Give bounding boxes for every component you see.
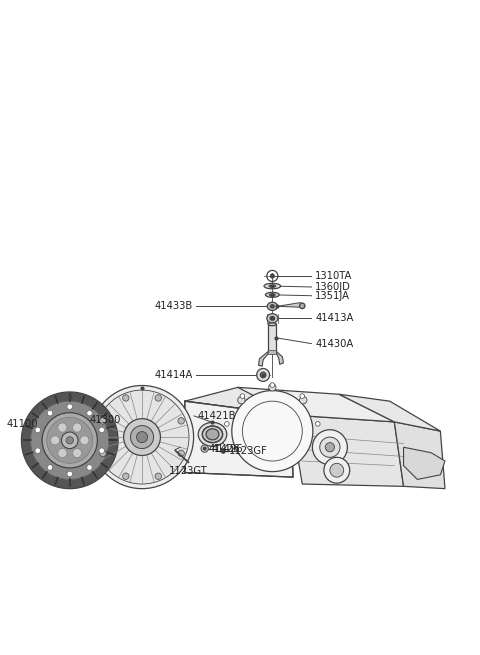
Circle shape bbox=[61, 432, 78, 449]
Circle shape bbox=[269, 384, 276, 391]
Circle shape bbox=[325, 443, 335, 452]
Ellipse shape bbox=[264, 284, 281, 289]
Circle shape bbox=[47, 465, 53, 470]
Ellipse shape bbox=[203, 426, 223, 443]
Circle shape bbox=[270, 383, 275, 387]
Circle shape bbox=[238, 396, 245, 404]
Ellipse shape bbox=[270, 294, 275, 295]
Polygon shape bbox=[277, 303, 302, 308]
Circle shape bbox=[300, 396, 307, 404]
FancyBboxPatch shape bbox=[268, 324, 276, 352]
Text: 1123GT: 1123GT bbox=[169, 466, 207, 476]
Circle shape bbox=[315, 422, 320, 426]
Circle shape bbox=[225, 422, 229, 426]
Circle shape bbox=[300, 394, 304, 398]
Circle shape bbox=[300, 303, 305, 309]
Circle shape bbox=[201, 445, 208, 452]
Circle shape bbox=[72, 423, 82, 432]
FancyBboxPatch shape bbox=[203, 426, 223, 443]
Polygon shape bbox=[339, 394, 440, 431]
Text: 1310TA: 1310TA bbox=[315, 271, 352, 281]
Circle shape bbox=[324, 457, 350, 483]
Polygon shape bbox=[291, 415, 404, 487]
Circle shape bbox=[122, 473, 129, 479]
Circle shape bbox=[155, 395, 161, 401]
Circle shape bbox=[22, 392, 118, 489]
Circle shape bbox=[42, 413, 97, 468]
Polygon shape bbox=[395, 422, 445, 489]
Ellipse shape bbox=[265, 292, 279, 297]
Circle shape bbox=[58, 423, 67, 432]
Circle shape bbox=[260, 372, 266, 378]
Circle shape bbox=[330, 463, 344, 477]
Text: 41426: 41426 bbox=[208, 443, 240, 454]
Circle shape bbox=[178, 450, 184, 457]
Circle shape bbox=[320, 437, 340, 457]
Circle shape bbox=[80, 436, 89, 445]
Circle shape bbox=[87, 465, 92, 470]
Ellipse shape bbox=[268, 323, 276, 326]
Ellipse shape bbox=[271, 305, 274, 308]
Circle shape bbox=[271, 274, 274, 278]
Circle shape bbox=[87, 410, 92, 416]
Circle shape bbox=[47, 417, 93, 463]
Text: 41430A: 41430A bbox=[315, 339, 353, 348]
Circle shape bbox=[31, 401, 109, 479]
Circle shape bbox=[131, 426, 154, 449]
Polygon shape bbox=[185, 401, 293, 477]
Text: 41421B: 41421B bbox=[198, 411, 236, 421]
Circle shape bbox=[95, 390, 189, 484]
Circle shape bbox=[99, 427, 105, 433]
Circle shape bbox=[58, 449, 67, 458]
Circle shape bbox=[178, 418, 184, 424]
Text: 1123GF: 1123GF bbox=[228, 446, 267, 456]
Circle shape bbox=[122, 395, 129, 401]
Circle shape bbox=[72, 449, 82, 458]
Circle shape bbox=[100, 450, 106, 457]
Circle shape bbox=[47, 410, 53, 416]
Polygon shape bbox=[276, 352, 283, 364]
Circle shape bbox=[66, 437, 73, 444]
Circle shape bbox=[240, 394, 245, 398]
Ellipse shape bbox=[270, 316, 275, 320]
Ellipse shape bbox=[267, 314, 278, 323]
Polygon shape bbox=[404, 447, 445, 479]
Polygon shape bbox=[185, 387, 312, 415]
Circle shape bbox=[50, 436, 60, 445]
Circle shape bbox=[35, 427, 40, 433]
Circle shape bbox=[99, 448, 105, 453]
Circle shape bbox=[90, 386, 193, 489]
Circle shape bbox=[312, 430, 348, 464]
Text: 41414A: 41414A bbox=[154, 370, 192, 380]
Circle shape bbox=[35, 448, 40, 453]
Ellipse shape bbox=[267, 302, 277, 310]
Circle shape bbox=[257, 369, 270, 381]
Circle shape bbox=[155, 473, 161, 479]
Circle shape bbox=[124, 419, 160, 455]
Circle shape bbox=[100, 418, 106, 424]
Circle shape bbox=[221, 449, 226, 453]
Circle shape bbox=[67, 471, 72, 477]
Circle shape bbox=[67, 404, 72, 409]
Circle shape bbox=[203, 447, 206, 450]
Circle shape bbox=[232, 390, 313, 472]
Ellipse shape bbox=[206, 429, 219, 440]
Text: 1360JD: 1360JD bbox=[315, 282, 351, 292]
Text: 41413A: 41413A bbox=[315, 313, 354, 324]
Ellipse shape bbox=[198, 422, 227, 446]
Polygon shape bbox=[259, 352, 268, 366]
Text: 1351JA: 1351JA bbox=[315, 291, 350, 301]
Ellipse shape bbox=[269, 285, 276, 287]
Circle shape bbox=[136, 432, 147, 443]
Text: 41100: 41100 bbox=[7, 419, 38, 429]
Polygon shape bbox=[238, 387, 395, 422]
Text: 41300: 41300 bbox=[90, 415, 121, 424]
FancyBboxPatch shape bbox=[268, 350, 276, 354]
Text: 41433B: 41433B bbox=[155, 301, 192, 311]
Text: 41426: 41426 bbox=[211, 443, 243, 454]
